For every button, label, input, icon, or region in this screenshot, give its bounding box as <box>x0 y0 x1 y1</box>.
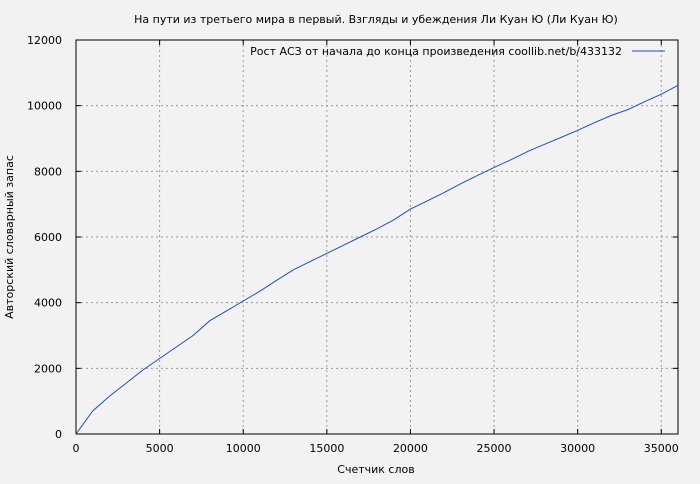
y-tick-label: 0 <box>55 428 62 441</box>
y-tick-label: 2000 <box>34 362 62 375</box>
series-line <box>75 84 679 435</box>
y-tick-label: 10000 <box>27 100 62 113</box>
y-axis-label: Авторский словарный запас <box>3 155 16 319</box>
y-tick-label: 4000 <box>34 297 62 310</box>
x-tick-label: 5000 <box>146 442 174 455</box>
x-tick-label: 0 <box>73 442 80 455</box>
legend-label: Рост АСЗ от начала до конца произведения… <box>250 45 622 58</box>
y-tick-label: 12000 <box>27 34 62 47</box>
x-tick-label: 10000 <box>226 442 261 455</box>
x-tick-label: 30000 <box>560 442 595 455</box>
x-tick-label: 15000 <box>309 442 344 455</box>
grid <box>76 40 678 434</box>
x-tick-label: 35000 <box>644 442 679 455</box>
x-tick-label: 25000 <box>477 442 512 455</box>
x-tick-label: 20000 <box>393 442 428 455</box>
y-tick-label: 8000 <box>34 165 62 178</box>
x-axis-label: Счетчик слов <box>337 463 414 476</box>
chart-title: На пути из третьего мира в первый. Взгля… <box>134 13 618 26</box>
ticks: 0 5000 10000 15000 20000 25000 30000 35000 0 2000… <box>27 34 679 455</box>
y-tick-label: 6000 <box>34 231 62 244</box>
